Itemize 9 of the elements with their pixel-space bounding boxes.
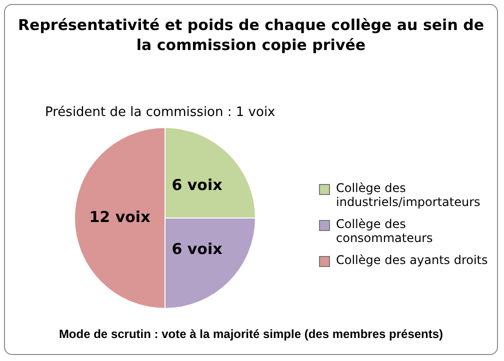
data-label: 6 voix	[172, 176, 223, 194]
chart-title: Représentativité et poids de chaque collège au sein de la commission copie privée	[16, 15, 486, 55]
data-label: 6 voix	[172, 240, 223, 258]
text: Président de la commission : 1 voix	[45, 105, 276, 120]
legend-label: Collège des consommateurs	[336, 217, 434, 245]
text: Mode de scrutin : vote à la majorité simple (des membres présents)	[58, 327, 444, 341]
legend-label: Collège des industriels/importateurs	[336, 181, 482, 209]
data-label: 12 voix	[89, 208, 151, 226]
legend-label: Collège des ayants droits	[336, 253, 488, 267]
